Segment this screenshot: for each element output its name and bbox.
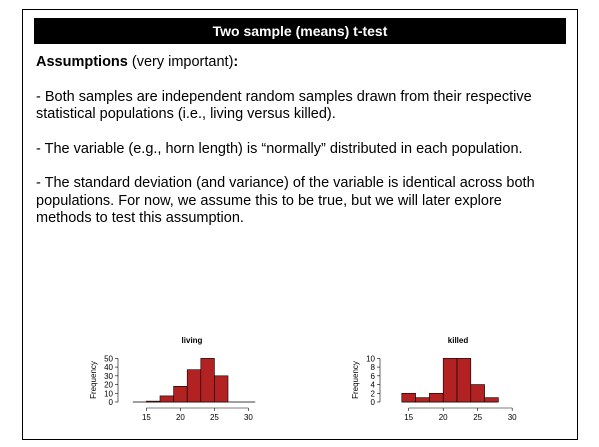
histogram-bar (146, 400, 161, 403)
y-tick-label: 20 (104, 381, 113, 390)
histogram-bar (200, 358, 215, 403)
heading: Assumptions (very important): (36, 54, 561, 72)
x-tick-label: 20 (176, 413, 185, 422)
histogram-bar (214, 375, 229, 403)
paragraph: - The variable (e.g., horn length) is “n… (36, 140, 523, 157)
x-tick-label: 30 (508, 413, 517, 422)
x-tick-label: 15 (142, 413, 151, 422)
x-tick-label: 15 (404, 413, 413, 422)
histogram-bar (429, 392, 444, 403)
heading-bold: Assumptions (36, 54, 128, 70)
y-tick-label: 0 (371, 398, 376, 407)
histogram-bar (470, 384, 485, 403)
paragraph: - The standard deviation (and variance) … (36, 175, 535, 226)
chart-title: killed (448, 336, 469, 345)
y-tick-label: 4 (371, 381, 376, 390)
y-tick-label: 2 (371, 389, 376, 398)
slide-body: Assumptions (very important): - Both sam… (36, 54, 561, 245)
histogram-bar (442, 358, 458, 403)
histogram-bar (159, 395, 174, 403)
x-tick-label: 25 (210, 413, 219, 422)
paragraph: - Both samples are independent random sa… (36, 88, 532, 123)
slide-title: Two sample (means) t-test (212, 23, 388, 39)
y-tick-label: 30 (104, 372, 113, 381)
slide: Two sample (means) t-test Assumptions (v… (22, 9, 578, 440)
y-tick-label: 40 (104, 363, 113, 372)
y-tick-label: 0 (109, 398, 114, 407)
y-axis-label: Frequency (89, 361, 98, 399)
heading-colon: : (233, 54, 239, 70)
y-tick-label: 50 (104, 354, 113, 363)
x-tick-label: 30 (244, 413, 253, 422)
y-tick-label: 8 (371, 363, 376, 372)
x-tick-label: 25 (473, 413, 482, 422)
heading-normal: (very important) (127, 54, 234, 70)
histogram-bar (173, 385, 188, 403)
histogram-bar (415, 397, 430, 403)
x-tick-label: 20 (439, 413, 448, 422)
histogram-bar (186, 369, 202, 403)
y-tick-label: 6 (371, 372, 376, 381)
y-tick-label: 10 (366, 354, 375, 363)
histogram-bar (401, 392, 416, 403)
chart-title: living (182, 336, 203, 345)
title-bar: Two sample (means) t-test (34, 18, 566, 44)
y-axis-label: Frequency (351, 361, 360, 399)
histogram-bar (456, 358, 472, 403)
histogram-bar (484, 397, 499, 403)
y-tick-label: 10 (104, 389, 113, 398)
